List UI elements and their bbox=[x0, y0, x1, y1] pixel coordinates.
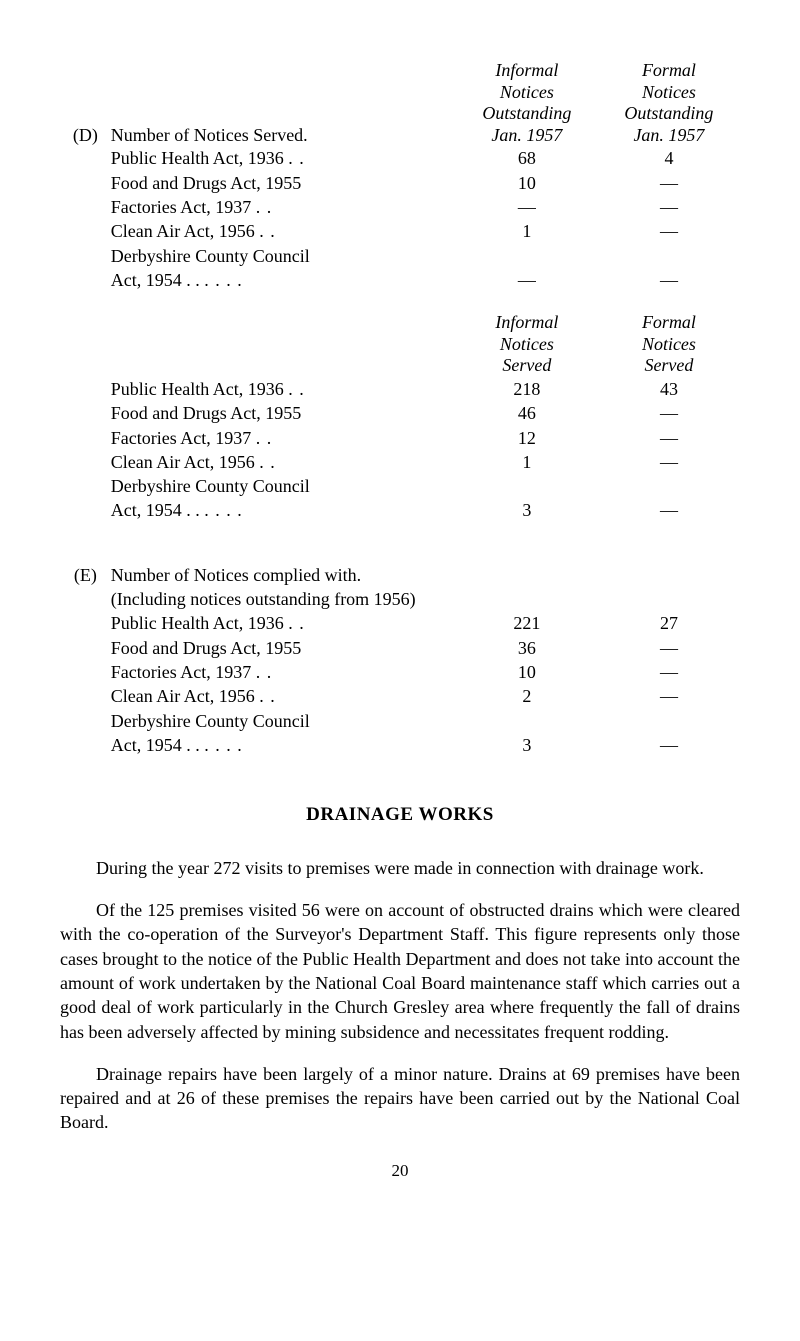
drainage-heading: DRAINAGE WORKS bbox=[60, 802, 740, 828]
table-row-label: Factories Act, 1937 . . bbox=[111, 426, 456, 450]
table-row-label: Derbyshire County Council bbox=[111, 474, 456, 498]
table-row-label: Food and Drugs Act, 1955 bbox=[111, 401, 456, 425]
table-row-informal: — bbox=[456, 268, 598, 292]
table-row-informal: 221 bbox=[456, 611, 598, 635]
table-row-label: Act, 1954 . . . . . . bbox=[111, 268, 456, 292]
table-row-formal: — bbox=[598, 450, 740, 474]
table-row-informal: 3 bbox=[456, 733, 598, 757]
table-row-label: Public Health Act, 1936 . . bbox=[111, 611, 456, 635]
table-row-label: Public Health Act, 1936 . . bbox=[111, 146, 456, 170]
hdr-informal-3: Outstanding bbox=[456, 103, 598, 125]
table-row-informal bbox=[456, 474, 598, 498]
table-row-formal: — bbox=[598, 684, 740, 708]
table-row-formal: — bbox=[598, 268, 740, 292]
table-row-informal: 10 bbox=[456, 171, 598, 195]
drainage-para-1: During the year 272 visits to premises w… bbox=[60, 856, 740, 880]
table-row-informal: 10 bbox=[456, 660, 598, 684]
table-row-label: Clean Air Act, 1956 . . bbox=[111, 684, 456, 708]
table-row-informal: 68 bbox=[456, 146, 598, 170]
hdr2-formal-1: Formal bbox=[598, 312, 740, 334]
table-row-label: Food and Drugs Act, 1955 bbox=[111, 636, 456, 660]
table-row-informal: — bbox=[456, 195, 598, 219]
table-row-formal: 4 bbox=[598, 146, 740, 170]
table-row-informal: 1 bbox=[456, 219, 598, 243]
drainage-para-3: Drainage repairs have been largely of a … bbox=[60, 1062, 740, 1135]
hdr-informal-2: Notices bbox=[456, 82, 598, 104]
section-e-title: Number of Notices complied with. bbox=[111, 563, 740, 587]
table-row-formal: — bbox=[598, 401, 740, 425]
table-row-label: Factories Act, 1937 . . bbox=[111, 660, 456, 684]
table-row-informal bbox=[456, 244, 598, 268]
table-row-informal: 46 bbox=[456, 401, 598, 425]
table-row-informal: 3 bbox=[456, 498, 598, 522]
table-row-label: Clean Air Act, 1956 . . bbox=[111, 219, 456, 243]
table-row-formal bbox=[598, 244, 740, 268]
section-d-block2-table: Informal Formal Notices Notices Served S… bbox=[60, 312, 740, 523]
hdr-formal-3: Outstanding bbox=[598, 103, 740, 125]
table-row-formal: — bbox=[598, 498, 740, 522]
section-d-title: Number of Notices Served. bbox=[111, 125, 456, 147]
table-row-label: Factories Act, 1937 . . bbox=[111, 195, 456, 219]
hdr2-informal-3: Served bbox=[456, 355, 598, 377]
hdr2-formal-3: Served bbox=[598, 355, 740, 377]
hdr2-informal-1: Informal bbox=[456, 312, 598, 334]
hdr2-informal-2: Notices bbox=[456, 334, 598, 356]
section-d-marker: (D) bbox=[60, 125, 111, 147]
page: Informal Formal Notices Notices Outstand… bbox=[0, 0, 800, 1223]
hdr-formal-4: Jan. 1957 bbox=[598, 125, 740, 147]
table-row-label: Act, 1954 . . . . . . bbox=[111, 498, 456, 522]
hdr-informal-4: Jan. 1957 bbox=[456, 125, 598, 147]
table-row-formal: — bbox=[598, 171, 740, 195]
table-row-label: Derbyshire County Council bbox=[111, 244, 456, 268]
table-row-informal: 36 bbox=[456, 636, 598, 660]
hdr2-formal-2: Notices bbox=[598, 334, 740, 356]
page-number: 20 bbox=[60, 1160, 740, 1183]
table-row-label: Derbyshire County Council bbox=[111, 709, 456, 733]
hdr-formal-1: Formal bbox=[598, 60, 740, 82]
drainage-para-2: Of the 125 premises visited 56 were on a… bbox=[60, 898, 740, 1044]
table-row-formal: — bbox=[598, 660, 740, 684]
table-row-formal: — bbox=[598, 219, 740, 243]
table-row-informal: 2 bbox=[456, 684, 598, 708]
table-row-formal: 27 bbox=[598, 611, 740, 635]
table-row-label: Clean Air Act, 1956 . . bbox=[111, 450, 456, 474]
section-e-subtitle: (Including notices outstanding from 1956… bbox=[111, 587, 740, 611]
table-row-informal bbox=[456, 709, 598, 733]
table-row-label: Food and Drugs Act, 1955 bbox=[111, 171, 456, 195]
section-e-table: (E) Number of Notices complied with. (In… bbox=[60, 563, 740, 757]
table-row-formal: — bbox=[598, 195, 740, 219]
section-d-block1-table: Informal Formal Notices Notices Outstand… bbox=[60, 60, 740, 292]
table-row-formal: 43 bbox=[598, 377, 740, 401]
table-row-label: Public Health Act, 1936 . . bbox=[111, 377, 456, 401]
table-row-informal: 218 bbox=[456, 377, 598, 401]
table-row-informal: 12 bbox=[456, 426, 598, 450]
table-row-label: Act, 1954 . . . . . . bbox=[111, 733, 456, 757]
section-e-marker: (E) bbox=[60, 563, 111, 587]
hdr-informal-1: Informal bbox=[456, 60, 598, 82]
table-row-formal: — bbox=[598, 733, 740, 757]
hdr-formal-2: Notices bbox=[598, 82, 740, 104]
table-row-formal bbox=[598, 709, 740, 733]
table-row-formal: — bbox=[598, 636, 740, 660]
table-row-formal bbox=[598, 474, 740, 498]
table-row-informal: 1 bbox=[456, 450, 598, 474]
table-row-formal: — bbox=[598, 426, 740, 450]
